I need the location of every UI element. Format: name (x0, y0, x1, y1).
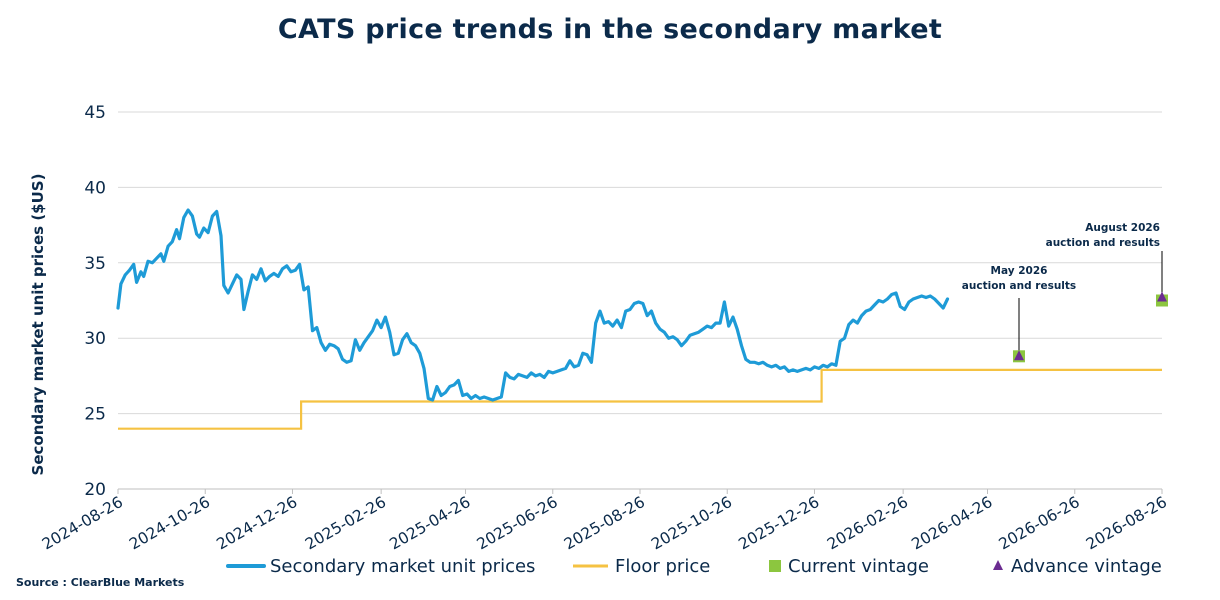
advance-vintage-marker (1013, 350, 1024, 361)
y-tick-label: 35 (84, 254, 106, 274)
gridlines (118, 111, 1162, 490)
x-tick-label: 2025-08-26 (561, 493, 648, 554)
x-tick-label: 2026-04-26 (908, 493, 995, 554)
y-tick-label: 40 (84, 178, 106, 198)
x-tick-label: 2025-04-26 (386, 493, 473, 554)
legend-swatch-current (769, 560, 781, 572)
secondary-market-line (116, 208, 950, 402)
y-axis: 20 25 30 35 40 45 (84, 103, 106, 500)
x-tick-label: 2026-06-26 (996, 493, 1083, 554)
x-axis: 2024-08-26 2024-10-26 2024-12-26 2025-02-26… (39, 488, 1170, 554)
annotation-may-line-2: auction and results (962, 280, 1076, 292)
chart-title: CATS price trends in the secondary marke… (277, 14, 943, 45)
x-tick-label: 2024-08-26 (39, 493, 126, 554)
x-tick-label: 2025-10-26 (648, 493, 735, 554)
y-tick-label: 45 (84, 103, 106, 123)
x-tick-label: 2024-10-26 (126, 493, 213, 554)
floor-price-line (118, 368, 1162, 430)
y-tick-label: 25 (84, 405, 106, 425)
x-tick-label: 2026-08-26 (1083, 493, 1170, 554)
y-axis-title: Secondary market unit prices ($US) (29, 174, 47, 476)
legend-label-floor: Floor price (615, 556, 710, 577)
legend-swatch-advance (993, 560, 1003, 570)
annotation-aug-line-1: August 2026 (1085, 222, 1160, 234)
x-tick-label: 2025-06-26 (474, 493, 561, 554)
advance-vintage-marker (1157, 291, 1167, 302)
x-tick-label: 2026-02-26 (824, 493, 911, 554)
x-tick-label: 2025-12-26 (735, 493, 822, 554)
legend-label-current: Current vintage (788, 556, 929, 577)
x-tick-label: 2024-12-26 (213, 493, 300, 554)
x-tick-label: 2025-02-26 (302, 493, 389, 554)
legend: Secondary market unit prices Floor price C… (226, 556, 1162, 577)
source-note: Source : ClearBlue Markets (16, 576, 185, 589)
annotation-aug-line-2: auction and results (1046, 237, 1160, 249)
annotation-may-line-1: May 2026 (991, 265, 1048, 277)
y-tick-label: 20 (84, 480, 106, 500)
y-tick-label: 30 (84, 329, 106, 349)
legend-label-secondary: Secondary market unit prices (270, 556, 535, 577)
legend-label-advance: Advance vintage (1011, 556, 1162, 577)
